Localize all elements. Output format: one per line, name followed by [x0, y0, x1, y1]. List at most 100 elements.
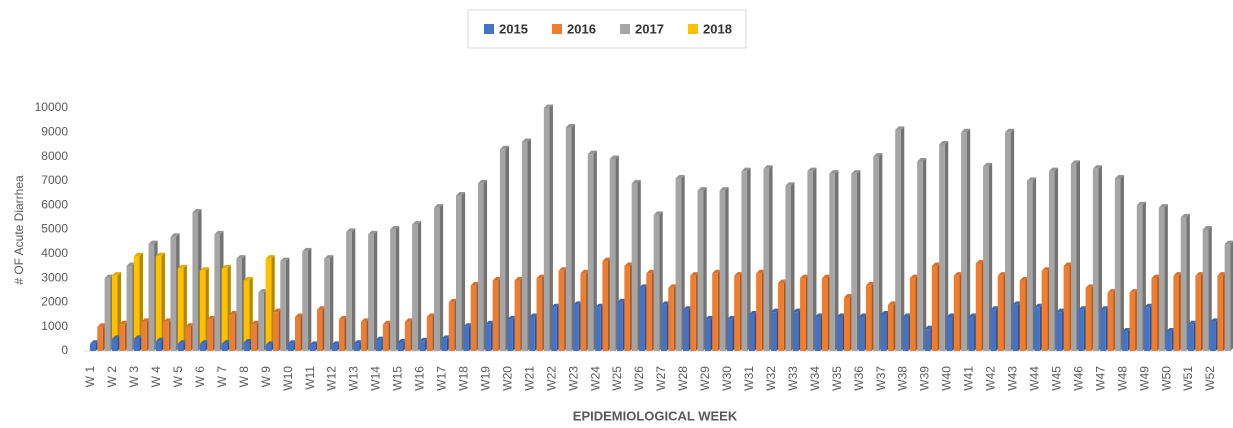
- bar-top: [829, 170, 839, 174]
- bar-3d: [280, 257, 290, 351]
- bar-side: [944, 140, 949, 351]
- bar: [302, 251, 308, 351]
- bar-top: [1210, 318, 1220, 322]
- bar-top: [756, 269, 766, 274]
- bar-3d: [302, 247, 312, 351]
- bar-top: [258, 289, 268, 293]
- bar: [1151, 278, 1158, 351]
- bar: [668, 287, 674, 351]
- x-tick-label: W26: [632, 366, 646, 391]
- bar-top: [639, 284, 649, 288]
- y-axis-title: # OF Acute Diarrhea: [12, 175, 26, 285]
- bar-top: [990, 306, 1000, 310]
- bar: [148, 244, 155, 351]
- x-tick-label: W 4: [149, 366, 163, 388]
- bar: [785, 185, 792, 351]
- bar: [419, 341, 426, 351]
- bar-top: [338, 315, 348, 320]
- bar: [390, 229, 396, 351]
- x-tick-label: W34: [808, 366, 822, 391]
- bar: [997, 275, 1004, 351]
- bar: [375, 340, 382, 351]
- bar: [97, 326, 103, 351]
- bar-3d: [390, 226, 400, 351]
- bar-top: [485, 320, 495, 325]
- bar-side: [681, 174, 685, 351]
- bar: [734, 275, 740, 351]
- bar: [258, 292, 264, 351]
- bar-top: [251, 320, 261, 325]
- bar-3d: [851, 170, 861, 351]
- x-tick-label: W 6: [193, 366, 207, 388]
- bar-top: [1122, 328, 1132, 332]
- bar-top: [968, 313, 978, 317]
- bar-side: [1010, 128, 1015, 351]
- bar: [595, 307, 601, 351]
- y-tick-label: 2000: [41, 295, 68, 309]
- bar-top: [565, 123, 575, 128]
- bar: [265, 258, 272, 351]
- bar-top: [1005, 128, 1015, 133]
- bar: [865, 285, 872, 351]
- bar-top: [800, 274, 810, 279]
- bar: [551, 307, 557, 351]
- bar-side: [1164, 204, 1168, 351]
- bar: [1224, 244, 1231, 351]
- bar: [851, 173, 857, 351]
- x-tick-label: W19: [478, 366, 492, 391]
- bar: [412, 224, 418, 351]
- bar-top: [997, 272, 1007, 276]
- bar-3d: [939, 140, 949, 351]
- bar: [199, 270, 206, 351]
- bar-top: [690, 272, 700, 276]
- bar-3d: [983, 162, 993, 351]
- x-tick-label: W45: [1049, 366, 1063, 391]
- bar-side: [812, 167, 817, 351]
- bar: [141, 321, 147, 351]
- bar-top: [558, 267, 568, 271]
- x-tick-label: W23: [566, 366, 580, 391]
- bar-top: [1129, 289, 1139, 293]
- bar-top: [1078, 306, 1088, 310]
- bar-top: [126, 262, 136, 266]
- bar-top: [865, 281, 876, 286]
- bar-top: [199, 267, 209, 271]
- legend-label: 2017: [635, 21, 664, 36]
- bar-side: [988, 162, 993, 351]
- bar-top: [1114, 174, 1124, 179]
- bar: [499, 149, 506, 351]
- y-tick-label: 10000: [35, 100, 69, 114]
- bar-top: [792, 308, 802, 313]
- x-tick-label: W39: [918, 366, 932, 391]
- bar-top: [873, 153, 883, 157]
- x-tick-label: W38: [896, 366, 910, 391]
- bar-3d: [1048, 167, 1059, 351]
- bar: [924, 329, 931, 351]
- bar-top: [97, 323, 107, 327]
- bar: [404, 321, 411, 351]
- bar: [324, 258, 330, 351]
- bar-top: [1136, 201, 1146, 206]
- bar-top: [880, 311, 890, 315]
- bar-3d: [763, 165, 773, 351]
- bar-top: [1202, 226, 1212, 230]
- bar: [1136, 205, 1143, 351]
- bar-top: [155, 337, 165, 342]
- bar-top: [1173, 272, 1183, 276]
- bar: [653, 214, 660, 351]
- bar-top: [1195, 272, 1205, 276]
- x-tick-label: W11: [303, 366, 317, 390]
- bar-top: [573, 301, 583, 305]
- bar-top: [412, 221, 422, 225]
- bar-top: [492, 277, 502, 281]
- bar: [133, 338, 140, 351]
- bar-side: [285, 257, 290, 351]
- legend-swatch: [688, 24, 698, 34]
- x-tick-label: W27: [654, 366, 668, 391]
- bar-3d: [917, 157, 927, 351]
- bar-top: [1048, 167, 1059, 172]
- bar-side: [461, 191, 466, 351]
- bar: [580, 273, 587, 351]
- bar: [185, 326, 191, 351]
- x-tick-label: W40: [940, 366, 954, 391]
